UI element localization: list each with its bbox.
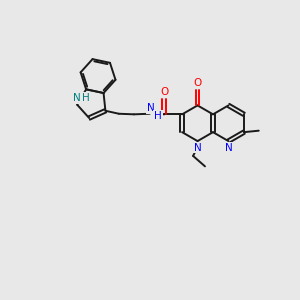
Text: N: N: [147, 103, 154, 113]
Text: O: O: [160, 87, 168, 97]
Text: H: H: [154, 111, 162, 121]
Text: N: N: [194, 142, 201, 153]
Text: N: N: [225, 142, 232, 153]
Text: N: N: [73, 93, 81, 103]
Text: H: H: [82, 93, 89, 103]
Text: O: O: [194, 78, 202, 88]
